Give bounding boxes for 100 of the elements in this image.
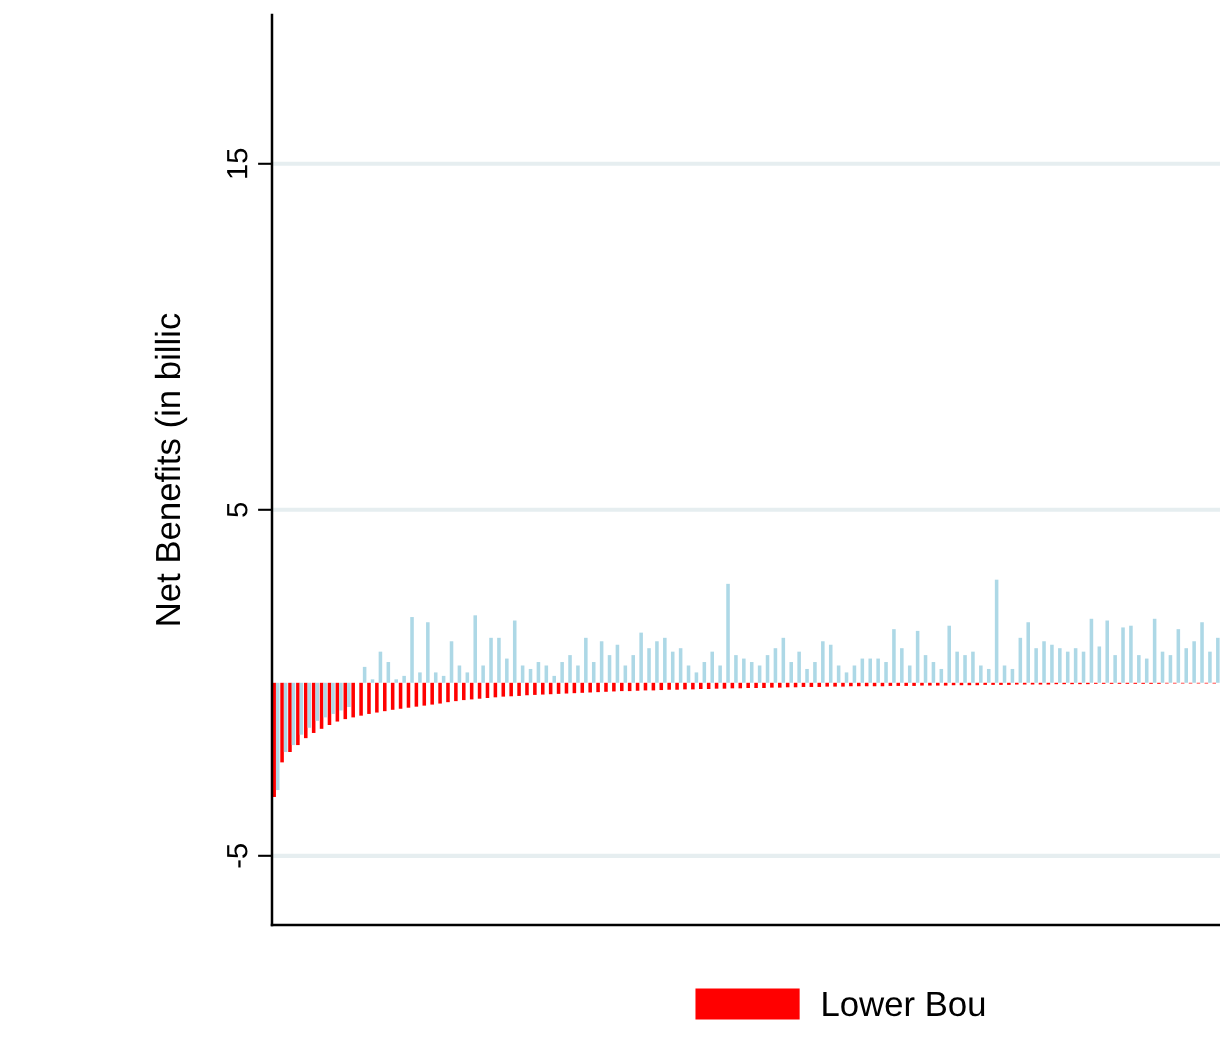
bar bbox=[659, 682, 664, 691]
bar bbox=[667, 682, 671, 690]
bar bbox=[1065, 651, 1070, 683]
y-axis-title: Net Benefits (in billic bbox=[154, 313, 188, 625]
bar bbox=[817, 682, 822, 687]
bar bbox=[438, 682, 442, 704]
bar bbox=[275, 682, 280, 791]
bar bbox=[280, 682, 284, 763]
bar bbox=[588, 682, 592, 693]
bar bbox=[821, 641, 825, 683]
bar bbox=[1050, 644, 1054, 683]
bar bbox=[596, 682, 600, 693]
bar bbox=[1137, 655, 1141, 683]
bar bbox=[619, 682, 624, 692]
bar bbox=[343, 682, 348, 720]
bar bbox=[726, 583, 730, 683]
bar bbox=[351, 682, 355, 718]
bar bbox=[315, 682, 319, 721]
bar bbox=[591, 662, 596, 683]
bar bbox=[560, 662, 564, 683]
bar bbox=[813, 662, 817, 683]
bar bbox=[1105, 620, 1109, 683]
bar bbox=[1113, 655, 1117, 683]
bar bbox=[481, 665, 485, 683]
bar bbox=[410, 617, 414, 683]
bar bbox=[833, 682, 837, 687]
bar bbox=[983, 682, 987, 685]
bar bbox=[884, 662, 888, 683]
bar bbox=[359, 682, 363, 716]
bar bbox=[367, 682, 371, 714]
bar bbox=[868, 658, 872, 683]
bar bbox=[928, 682, 932, 686]
y-tick-label: 15 bbox=[227, 148, 248, 178]
bar bbox=[473, 615, 477, 683]
bar bbox=[896, 682, 901, 686]
bar bbox=[647, 648, 651, 683]
bar bbox=[710, 651, 714, 683]
bar bbox=[517, 682, 521, 696]
bar bbox=[394, 679, 398, 683]
bar bbox=[1144, 658, 1149, 683]
bar bbox=[698, 682, 703, 690]
bar bbox=[1121, 627, 1125, 683]
bar bbox=[734, 655, 738, 683]
bar bbox=[489, 637, 493, 683]
bar bbox=[920, 682, 924, 686]
bar bbox=[370, 679, 375, 683]
bar bbox=[402, 675, 406, 683]
bar bbox=[789, 662, 793, 683]
bar bbox=[912, 682, 916, 686]
bar bbox=[971, 651, 975, 683]
bar bbox=[663, 637, 667, 683]
y-tick-label: -5 bbox=[227, 844, 248, 868]
bar bbox=[612, 682, 616, 692]
bar bbox=[1216, 637, 1220, 683]
bar bbox=[422, 682, 427, 706]
bar bbox=[303, 682, 308, 739]
bar bbox=[876, 658, 880, 683]
bar bbox=[347, 682, 351, 708]
bar bbox=[892, 629, 896, 683]
bar bbox=[670, 651, 675, 683]
bar bbox=[1042, 641, 1046, 683]
bar bbox=[683, 682, 687, 690]
bar bbox=[533, 682, 537, 695]
bar bbox=[805, 668, 809, 683]
bar bbox=[461, 682, 466, 701]
bar bbox=[584, 637, 588, 683]
bar bbox=[580, 682, 585, 693]
bar bbox=[655, 641, 659, 683]
y-tick-label: 5 bbox=[227, 502, 248, 517]
bar bbox=[746, 682, 750, 688]
bar bbox=[430, 682, 434, 705]
bar bbox=[540, 682, 545, 695]
bar bbox=[639, 632, 643, 683]
bar bbox=[999, 682, 1003, 685]
bar bbox=[963, 655, 967, 683]
bar bbox=[1184, 648, 1188, 683]
bar bbox=[426, 622, 430, 683]
bar bbox=[512, 620, 517, 683]
bar bbox=[742, 658, 746, 683]
bar bbox=[505, 658, 509, 683]
bar bbox=[979, 665, 983, 683]
bar bbox=[738, 682, 743, 689]
bar bbox=[691, 682, 695, 690]
bar bbox=[382, 682, 387, 712]
bar bbox=[631, 655, 635, 683]
bar bbox=[1034, 648, 1038, 683]
bar bbox=[331, 682, 335, 714]
bar bbox=[986, 668, 991, 683]
bar bbox=[497, 637, 501, 683]
bar bbox=[825, 682, 829, 687]
bar bbox=[777, 682, 782, 688]
bar bbox=[339, 682, 343, 711]
bar bbox=[1026, 622, 1030, 683]
bar bbox=[1192, 641, 1196, 683]
bar bbox=[900, 648, 904, 683]
bar bbox=[604, 682, 608, 692]
bar bbox=[1058, 648, 1062, 683]
bar bbox=[749, 662, 754, 683]
bar bbox=[446, 682, 450, 703]
bar bbox=[955, 651, 959, 683]
